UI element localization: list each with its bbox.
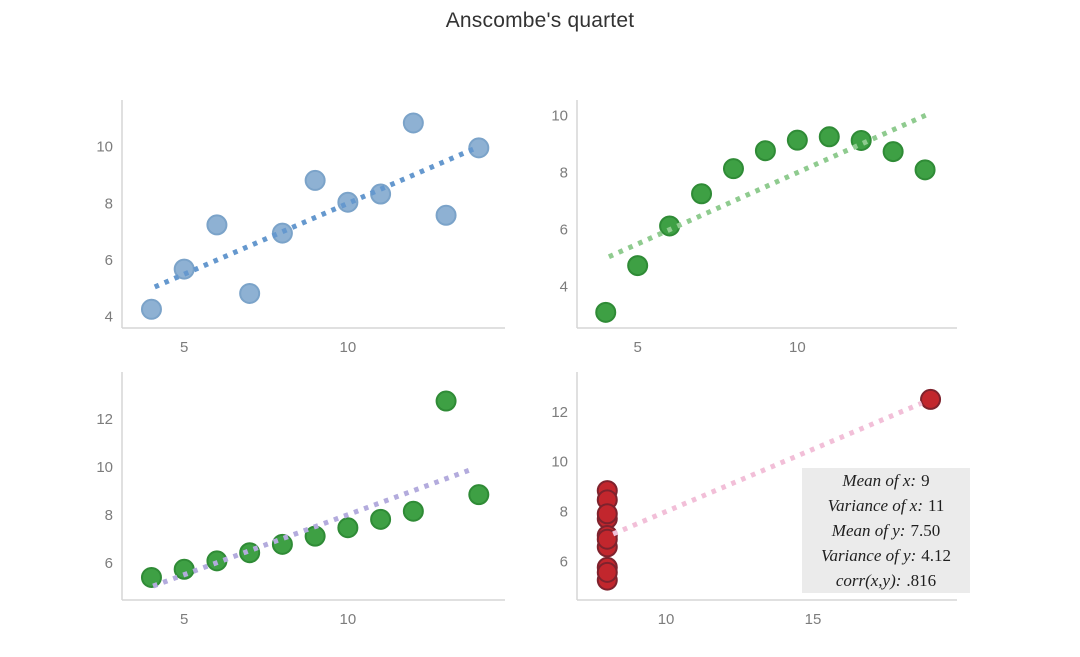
annotation-label: Variance of x:	[827, 496, 923, 515]
data-point[interactable]	[920, 388, 942, 410]
y-tick-label: 10	[96, 139, 113, 156]
annotation-label: Mean of x:	[842, 471, 917, 490]
data-point[interactable]	[595, 301, 617, 323]
annotation-line: Variance of y: 4.12	[821, 543, 951, 568]
annotation-line: corr(x,y): .816	[836, 568, 936, 593]
y-tick-label: 10	[551, 108, 568, 125]
y-tick-label: 8	[105, 195, 113, 212]
annotation-label: Mean of y:	[831, 521, 906, 540]
subplot-top-right: 5 10 4 6 8 10	[551, 100, 957, 356]
annotation-value: .816	[906, 571, 937, 590]
data-point[interactable]	[140, 298, 162, 320]
subplot-bottom-right: 10 15 6 8 10 12	[551, 372, 957, 628]
data-point[interactable]	[722, 158, 744, 180]
annotation-line: Mean of x: 9	[842, 468, 929, 493]
y-tick-label: 6	[560, 553, 568, 570]
data-point[interactable]	[304, 169, 326, 191]
annotation-value: 11	[927, 496, 945, 515]
x-tick-label: 15	[805, 611, 822, 628]
data-point[interactable]	[786, 129, 808, 151]
y-tick-label: 10	[551, 454, 568, 471]
data-point[interactable]	[402, 112, 424, 134]
data-point[interactable]	[691, 183, 713, 205]
data-point[interactable]	[914, 159, 936, 181]
data-point[interactable]	[271, 533, 293, 555]
y-tick-label: 4	[105, 309, 113, 326]
data-point[interactable]	[659, 215, 681, 237]
y-tick-label: 6	[105, 252, 113, 269]
data-point[interactable]	[596, 503, 618, 525]
x-tick-label: 10	[658, 611, 675, 628]
data-point[interactable]	[239, 282, 261, 304]
annotation-value: 7.50	[910, 521, 941, 540]
data-point[interactable]	[435, 204, 457, 226]
annotation-value: 4.12	[921, 546, 952, 565]
annotation-line: Mean of y: 7.50	[832, 518, 940, 543]
trend-line	[153, 145, 477, 290]
x-tick-label: 10	[789, 339, 806, 356]
y-tick-label: 6	[560, 222, 568, 239]
y-tick-label: 8	[560, 165, 568, 182]
data-point[interactable]	[596, 561, 618, 583]
x-tick-label: 10	[340, 339, 357, 356]
y-tick-label: 4	[560, 279, 568, 296]
y-tick-label: 6	[105, 555, 113, 572]
data-point[interactable]	[140, 566, 162, 588]
x-tick-label: 5	[634, 339, 642, 356]
chart-title: Anscombe's quartet	[445, 9, 635, 32]
data-point[interactable]	[468, 484, 490, 506]
annotation-label: corr(x,y):	[835, 571, 902, 590]
data-point[interactable]	[627, 255, 649, 277]
data-point[interactable]	[402, 500, 424, 522]
y-tick-label: 10	[96, 459, 113, 476]
y-tick-label: 12	[551, 404, 568, 421]
y-tick-label: 8	[105, 507, 113, 524]
y-tick-label: 8	[560, 504, 568, 521]
data-point[interactable]	[596, 528, 618, 550]
data-point[interactable]	[206, 214, 228, 236]
data-point[interactable]	[370, 508, 392, 530]
trend-line	[612, 400, 923, 537]
data-point[interactable]	[435, 390, 457, 412]
subplot-top-left: 5 10 4 6 8 10	[96, 100, 505, 356]
stats-annotation-box: Mean of x: 9 Variance of x: 11 Mean of y: 7…	[802, 468, 970, 593]
y-tick-label: 12	[96, 411, 113, 428]
data-point[interactable]	[337, 517, 359, 539]
annotation-line: Variance of x: 11	[828, 493, 945, 518]
data-point[interactable]	[468, 137, 490, 159]
data-point[interactable]	[882, 141, 904, 163]
trend-line	[607, 112, 928, 260]
annotation-value: 9	[921, 471, 930, 490]
subplot-bottom-left: 5 10 6 8 10 12	[96, 372, 505, 628]
trend-line	[152, 466, 475, 589]
x-tick-label: 5	[180, 339, 188, 356]
annotation-label: Variance of y:	[820, 546, 917, 565]
data-point[interactable]	[754, 140, 776, 162]
x-tick-label: 10	[340, 611, 357, 628]
data-point[interactable]	[304, 525, 326, 547]
x-tick-label: 5	[180, 611, 188, 628]
data-point[interactable]	[818, 126, 840, 148]
